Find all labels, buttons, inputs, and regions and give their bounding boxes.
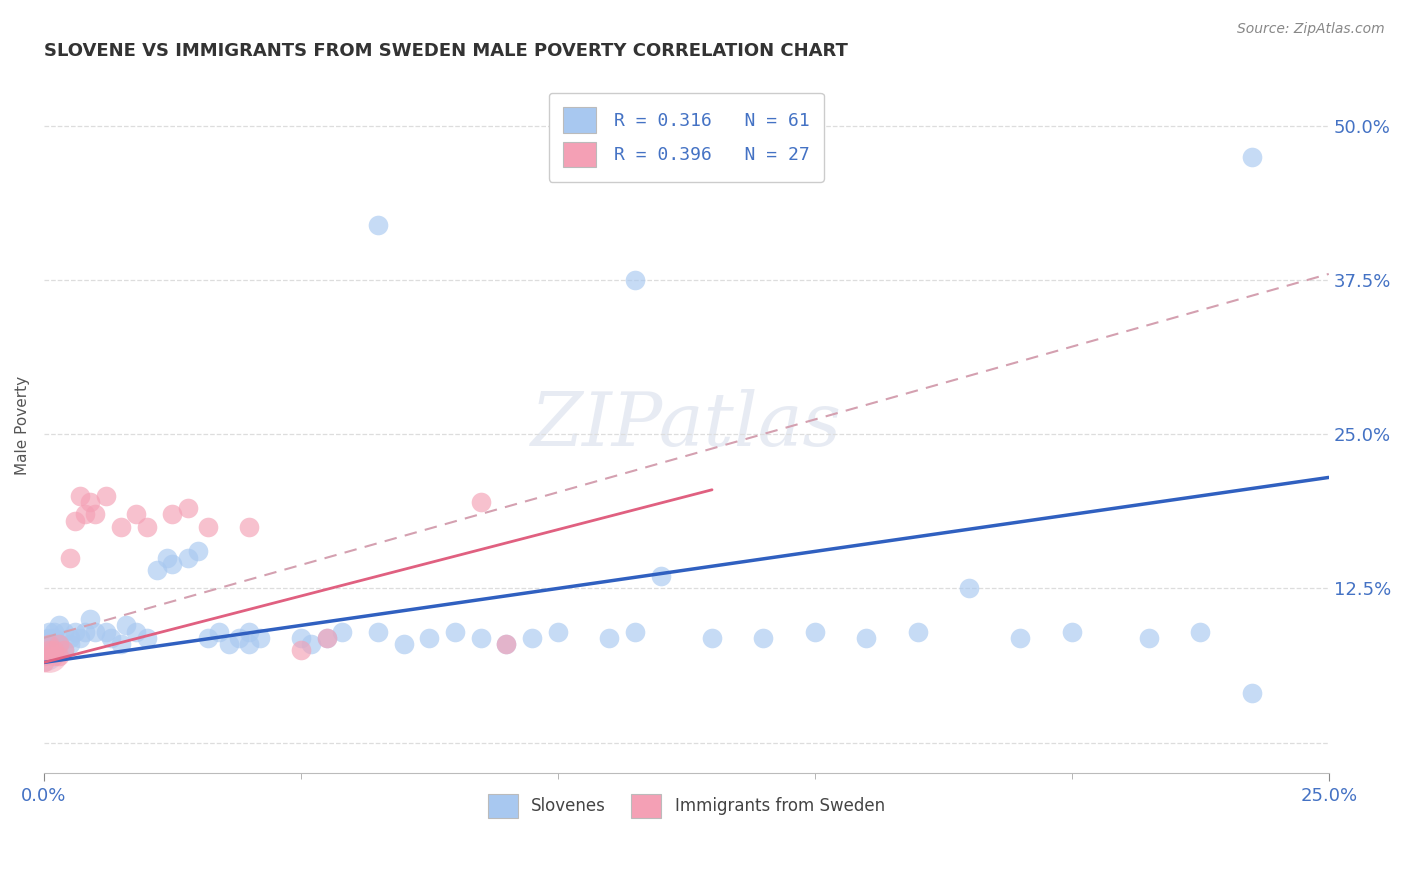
Point (495, 637, 517, 651)
Point (69, 489, 91, 503)
Point (48, 649, 70, 664)
Point (177, 501, 200, 516)
Point (32, 643, 55, 657)
Point (218, 637, 240, 651)
Point (228, 631, 250, 645)
Point (330, 624, 353, 639)
Point (197, 520, 219, 534)
Point (804, 624, 827, 639)
Text: SLOVENE VS IMMIGRANTS FROM SWEDEN MALE POVERTY CORRELATION CHART: SLOVENE VS IMMIGRANTS FROM SWEDEN MALE P… (44, 42, 848, 60)
Point (444, 624, 467, 639)
Point (156, 550, 179, 565)
Point (624, 273, 647, 287)
Point (1137, 631, 1160, 645)
Point (58, 637, 80, 651)
Point (1060, 624, 1083, 639)
Point (290, 643, 312, 657)
Point (146, 563, 169, 577)
Point (44, 643, 66, 657)
Point (48, 637, 70, 651)
Point (38, 631, 60, 645)
Point (110, 520, 132, 534)
Point (110, 637, 132, 651)
Point (624, 624, 647, 639)
Point (53, 624, 76, 639)
Point (1240, 150, 1263, 164)
Text: ZIPatlas: ZIPatlas (531, 389, 842, 461)
Point (907, 624, 929, 639)
Point (44, 624, 66, 639)
Point (177, 550, 200, 565)
Point (299, 637, 322, 651)
Point (32, 643, 55, 657)
Point (32, 649, 55, 664)
Point (547, 624, 569, 639)
Point (249, 631, 271, 645)
Point (290, 631, 312, 645)
Point (53, 643, 76, 657)
Point (162, 557, 184, 571)
Y-axis label: Male Poverty: Male Poverty (15, 376, 30, 475)
Point (598, 631, 620, 645)
Point (94, 624, 117, 639)
Point (48, 618, 70, 632)
Point (125, 624, 148, 639)
Point (238, 520, 260, 534)
Point (367, 624, 389, 639)
Point (197, 631, 219, 645)
Point (63, 624, 86, 639)
Point (650, 569, 672, 583)
Point (58, 631, 80, 645)
Point (58, 550, 80, 565)
Point (79, 612, 101, 626)
Point (367, 218, 389, 232)
Point (1240, 686, 1263, 700)
Point (44, 649, 66, 664)
Point (1010, 631, 1032, 645)
Point (44, 631, 66, 645)
Point (1189, 624, 1212, 639)
Point (392, 637, 415, 651)
Point (84, 624, 107, 639)
Point (187, 544, 209, 558)
Point (63, 514, 86, 528)
Point (855, 631, 877, 645)
Point (73, 624, 96, 639)
Point (38, 647, 60, 661)
Point (73, 508, 96, 522)
Text: Source: ZipAtlas.com: Source: ZipAtlas.com (1237, 22, 1385, 37)
Point (38, 637, 60, 651)
Point (38, 624, 60, 639)
Point (125, 508, 148, 522)
Point (32, 656, 55, 670)
Point (315, 631, 337, 645)
Legend: Slovenes, Immigrants from Sweden: Slovenes, Immigrants from Sweden (481, 788, 891, 824)
Point (38, 643, 60, 657)
Point (100, 631, 122, 645)
Point (135, 631, 157, 645)
Point (470, 495, 492, 509)
Point (752, 631, 775, 645)
Point (957, 582, 980, 596)
Point (700, 631, 723, 645)
Point (238, 637, 260, 651)
Point (520, 631, 543, 645)
Point (84, 508, 107, 522)
Point (94, 489, 117, 503)
Point (162, 508, 184, 522)
Point (470, 631, 492, 645)
Point (418, 631, 440, 645)
Point (315, 631, 337, 645)
Point (32, 637, 55, 651)
Point (79, 495, 101, 509)
Point (53, 643, 76, 657)
Point (69, 631, 91, 645)
Point (48, 637, 70, 651)
Point (135, 520, 157, 534)
Point (495, 637, 517, 651)
Point (115, 618, 138, 632)
Point (238, 624, 260, 639)
Point (207, 624, 229, 639)
